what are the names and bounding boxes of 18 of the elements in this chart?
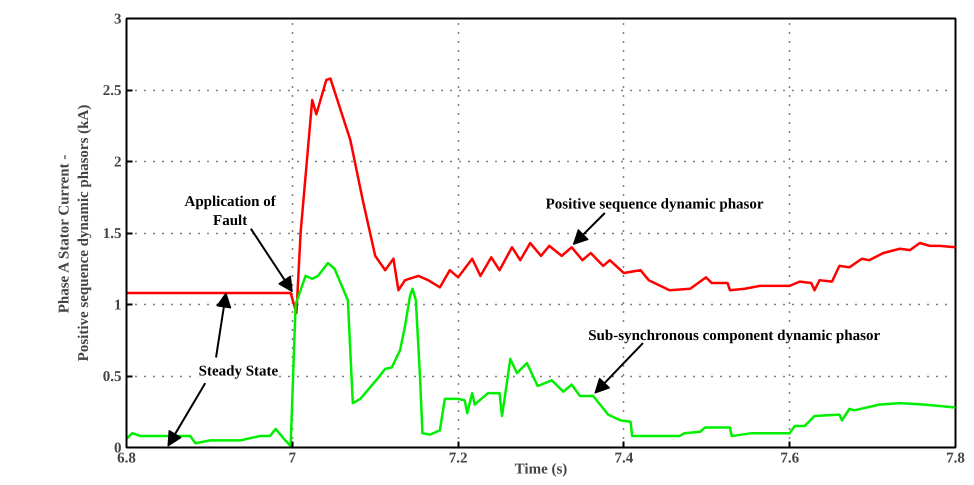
text: Sub-synchronous component dynamic phasor [588,328,880,344]
x-axis-title: Time (s) [514,462,568,478]
y-axis-title: Phase A Stator Current - Positive sequence dynamic phasors (kA) [56,104,92,362]
x-tick-label: 7.2 [448,450,468,466]
x-tick-label: 7 [288,450,297,466]
annotation: Application of Fault [184,194,277,230]
x-tick-label: 7.6 [780,450,800,466]
y-tick-label: 1 [114,298,122,314]
line-series [126,77,956,314]
text: Positive sequence dynamic phasor [546,196,764,212]
y-tick-label: 0.5 [102,369,122,385]
y-tick-label: 2.5 [102,83,122,99]
y-tick-label: 1.5 [102,226,122,242]
annotation: Steady State [198,364,279,380]
y-tick-label: 2 [114,154,122,170]
y-tick-label: 3 [114,12,122,28]
x-tick-label: 7.8 [946,450,965,466]
x-tick-label: 7.4 [614,450,634,466]
